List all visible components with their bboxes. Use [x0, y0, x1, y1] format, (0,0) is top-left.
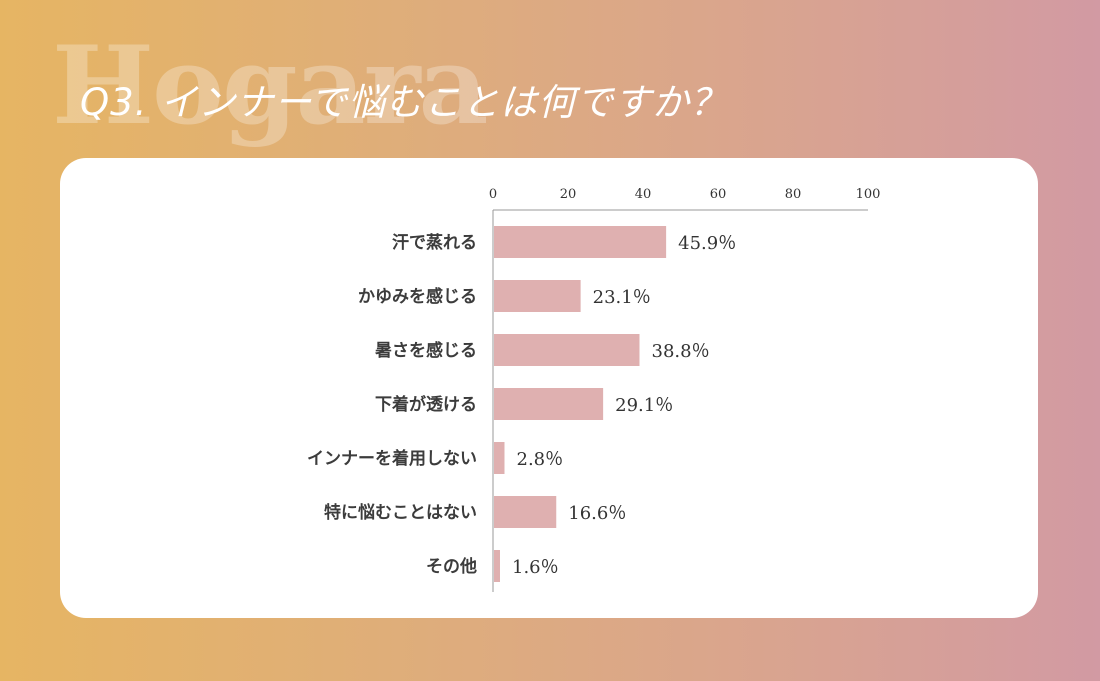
value-label: 1.6％	[512, 557, 559, 578]
value-label: 45.9％	[678, 233, 736, 254]
category-label: 特に悩むことはない	[324, 502, 477, 523]
category-label: インナーを着用しない	[307, 448, 477, 469]
watermark-logo: Hogara	[52, 23, 488, 149]
x-tick-label: 40	[635, 187, 652, 202]
chart-card: 0 20 40 60 80 100 汗で蒸れる 45.9％ かゆみを感じる 23.1％ 暑さを感じる…	[60, 158, 1038, 618]
value-label: 16.6％	[568, 503, 626, 524]
bar-chart: 0 20 40 60 80 100 汗で蒸れる 45.9％ かゆみを感じる 23.1％ 暑さを感じる…	[307, 187, 881, 592]
bar	[494, 226, 667, 258]
x-tick-label: 100	[856, 187, 881, 202]
bar	[494, 550, 500, 582]
category-label: 下着が透ける	[375, 394, 477, 415]
x-tick-label: 0	[489, 187, 497, 202]
value-label: 29.1％	[615, 395, 673, 416]
value-label: 38.8％	[652, 341, 710, 362]
bar	[494, 388, 604, 420]
category-label: その他	[426, 556, 477, 577]
bar	[494, 442, 505, 474]
category-label: 暑さを感じる	[375, 340, 477, 361]
x-tick-label: 60	[710, 187, 727, 202]
bar	[494, 334, 640, 366]
category-label: かゆみを感じる	[358, 286, 477, 307]
value-label: 23.1％	[593, 287, 651, 308]
question-title: Q3. インナーで悩むことは何ですか？	[80, 81, 728, 124]
category-label: 汗で蒸れる	[392, 232, 477, 253]
bar	[494, 280, 581, 312]
bar	[494, 496, 557, 528]
x-tick-label: 20	[560, 187, 577, 202]
value-label: 2.8％	[517, 449, 564, 470]
x-tick-label: 80	[785, 187, 802, 202]
